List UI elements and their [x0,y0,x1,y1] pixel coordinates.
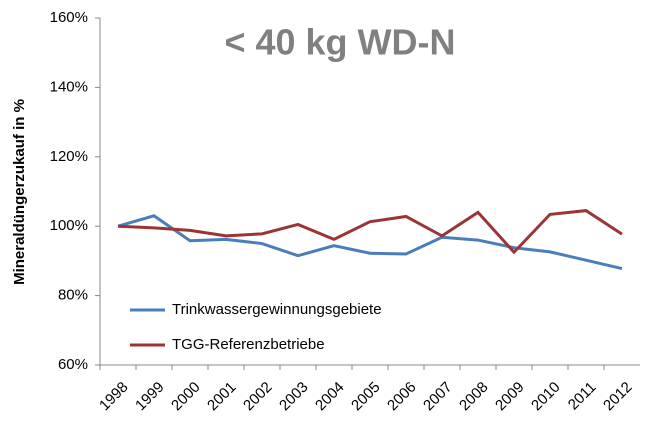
x-tick-label: 2000 [168,379,204,415]
x-tick-label: 2005 [348,379,384,415]
y-axis-label: Mineraldüngerzukauf in % [11,99,28,285]
x-tick-label: 2004 [312,379,348,415]
y-tick-label: 60% [58,356,88,373]
x-tick-label: 2003 [276,379,312,415]
series-line [117,209,623,255]
legend-label: Trinkwassergewinnungsgebiete [172,301,382,318]
y-tick-label: 160% [50,9,88,26]
legend-label: TGG-Referenzbetriebe [172,336,325,353]
x-tick-label: 1999 [132,379,168,415]
series-line [117,214,623,270]
x-tick-label: 2010 [528,379,564,415]
x-tick-label: 1998 [96,379,132,415]
x-tick-label: 2012 [600,379,636,415]
chart-title: < 40 kg WD-N [224,22,455,63]
x-tick-label: 2011 [565,379,600,414]
x-tick-label: 2006 [384,379,420,415]
y-tick-label: 120% [50,148,88,165]
y-tick-label: 80% [58,287,88,304]
x-tick-label: 2002 [240,379,276,415]
x-tick-label: 2007 [420,379,456,415]
x-tick-label: 2009 [492,379,528,415]
y-tick-label: 100% [50,217,88,234]
x-tick-label: 2001 [204,379,240,415]
y-tick-label: 140% [50,78,88,95]
x-tick-label: 2008 [456,379,492,415]
